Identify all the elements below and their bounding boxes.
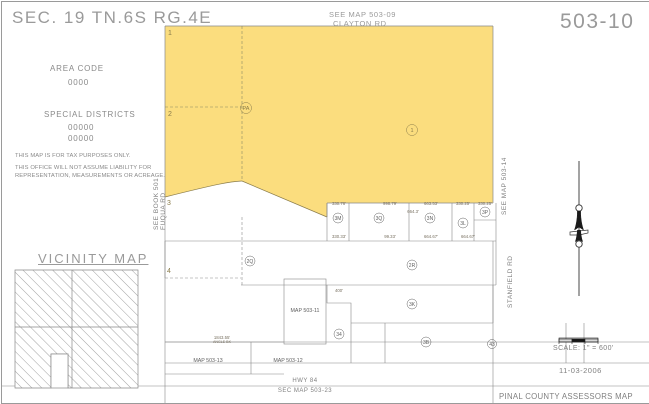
svg-text:664.3': 664.3' — [407, 209, 419, 214]
svg-text:4: 4 — [167, 268, 171, 275]
svg-text:SEC MAP 503-23: SEC MAP 503-23 — [278, 388, 332, 394]
svg-text:664.67': 664.67' — [424, 234, 438, 239]
svg-text:998.79': 998.79' — [383, 201, 397, 206]
svg-text:1: 1 — [410, 128, 413, 134]
svg-text:MAP 503-11: MAP 503-11 — [291, 308, 320, 314]
svg-text:3M: 3M — [335, 216, 342, 222]
svg-text:1: 1 — [168, 30, 172, 37]
svg-text:3L: 3L — [460, 221, 466, 227]
svg-text:3K: 3K — [409, 302, 416, 308]
svg-text:330.25': 330.25' — [456, 201, 470, 206]
svg-text:2R: 2R — [409, 263, 416, 269]
svg-text:664.67': 664.67' — [461, 234, 475, 239]
svg-text:ANGLE BK: ANGLE BK — [213, 340, 232, 344]
svg-text:99.33': 99.33' — [384, 234, 396, 239]
svg-text:43: 43 — [489, 342, 495, 348]
svg-text:330.76': 330.76' — [332, 201, 346, 206]
svg-text:3B: 3B — [423, 340, 430, 346]
svg-text:330.25': 330.25' — [478, 201, 492, 206]
svg-text:2: 2 — [168, 111, 172, 118]
svg-text:HWY 84: HWY 84 — [292, 378, 317, 384]
svg-text:MAP 503-13: MAP 503-13 — [193, 358, 222, 364]
svg-text:PA: PA — [243, 106, 250, 112]
svg-text:330.33': 330.33' — [332, 234, 346, 239]
svg-text:2Q: 2Q — [247, 259, 254, 265]
svg-text:663.53': 663.53' — [424, 201, 438, 206]
svg-text:3N: 3N — [427, 216, 434, 222]
svg-text:3P: 3P — [482, 210, 489, 216]
svg-text:3: 3 — [167, 200, 171, 207]
svg-text:3Q: 3Q — [376, 216, 383, 222]
svg-text:MAP 503-12: MAP 503-12 — [273, 358, 302, 364]
svg-text:34: 34 — [336, 332, 342, 338]
svg-text:400': 400' — [335, 288, 343, 293]
